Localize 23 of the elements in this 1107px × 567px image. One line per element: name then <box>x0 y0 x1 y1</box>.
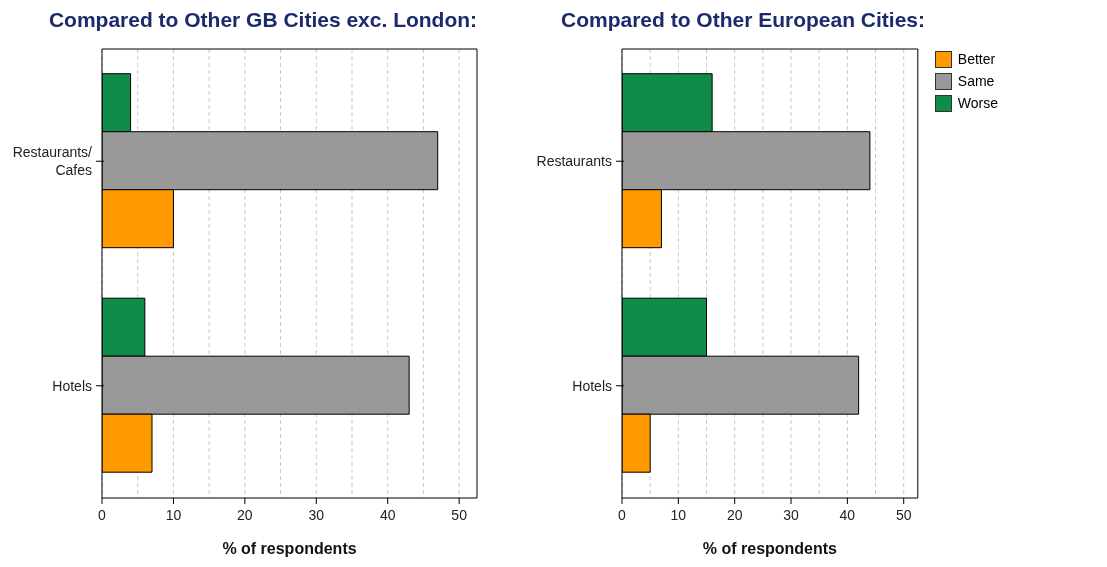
y-tick-label: Hotels <box>572 377 612 394</box>
y-tick-label: Hotels <box>52 377 92 394</box>
y-tick-label: Restaurants/ Cafes <box>12 144 93 179</box>
chart-title: Compared to Other European Cities: <box>559 8 926 33</box>
legend-label: Worse <box>957 95 998 111</box>
x-tick-label: 10 <box>165 507 182 523</box>
x-tick-label: 50 <box>451 507 468 523</box>
x-tick-label: 20 <box>237 507 253 523</box>
x-tick-label: 0 <box>618 507 627 523</box>
x-tick-label: 40 <box>379 507 396 523</box>
x-tick-label: 30 <box>783 507 800 523</box>
x-tick-label: 20 <box>726 507 743 523</box>
chart-title: Compared to Other GB Cities exc. London: <box>47 8 479 33</box>
x-tick-label: 0 <box>98 507 107 523</box>
legend-label: Same <box>957 73 995 89</box>
x-axis-title: % of respondents <box>222 540 357 557</box>
x-axis-title: % of respondents <box>702 540 838 557</box>
x-tick-label: 40 <box>839 507 856 523</box>
x-tick-label: 10 <box>670 507 687 523</box>
y-tick-label: Restaurants <box>536 153 612 170</box>
x-tick-label: 50 <box>895 507 912 523</box>
x-tick-label: 30 <box>308 507 325 523</box>
legend-label: Better <box>957 51 996 67</box>
